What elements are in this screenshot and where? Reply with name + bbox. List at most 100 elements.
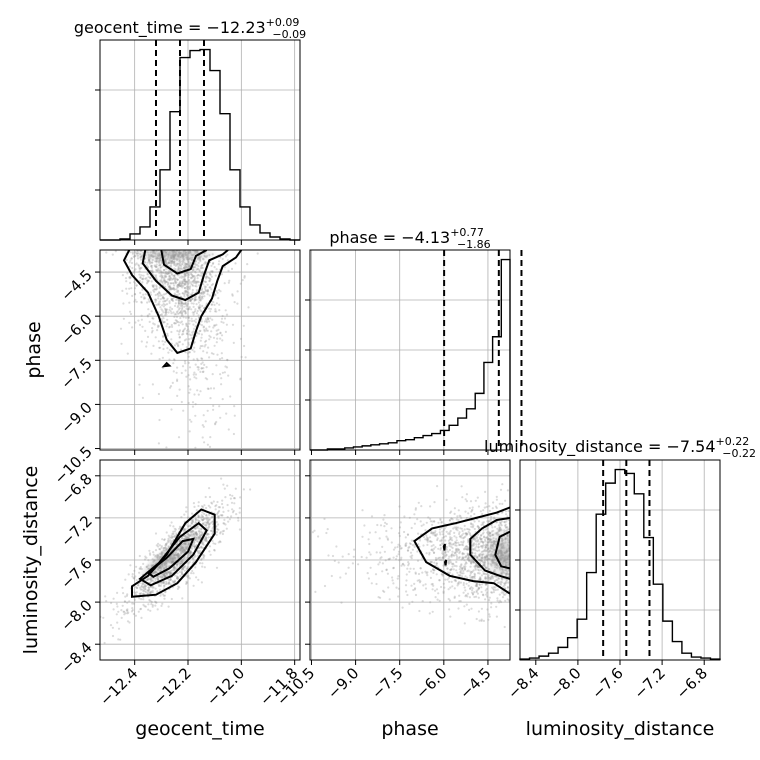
sample-point bbox=[147, 567, 150, 570]
sample-point bbox=[178, 549, 181, 552]
sample-point bbox=[429, 576, 432, 580]
sample-point bbox=[105, 600, 108, 603]
sample-point bbox=[163, 561, 166, 564]
sample-point bbox=[198, 296, 201, 299]
sample-point bbox=[211, 318, 214, 321]
sample-point bbox=[206, 378, 209, 381]
sample-point bbox=[197, 550, 200, 553]
sample-point bbox=[133, 293, 137, 296]
sample-point bbox=[198, 520, 201, 523]
sample-point bbox=[458, 600, 461, 603]
sample-point bbox=[347, 553, 350, 556]
sample-point bbox=[163, 276, 167, 279]
sample-point bbox=[152, 250, 156, 253]
sample-point bbox=[464, 532, 467, 535]
sample-point bbox=[180, 300, 183, 303]
sample-point bbox=[428, 551, 431, 554]
sample-point bbox=[192, 502, 195, 505]
sample-point bbox=[151, 329, 154, 332]
sample-point bbox=[152, 285, 155, 288]
sample-point bbox=[213, 549, 216, 552]
sample-point bbox=[187, 355, 190, 358]
sample-point bbox=[144, 555, 147, 558]
sample-point bbox=[125, 609, 128, 612]
sample-point bbox=[488, 539, 491, 543]
sample-point bbox=[482, 619, 485, 623]
sample-point bbox=[500, 555, 503, 558]
sample-point bbox=[214, 508, 217, 511]
sample-point bbox=[185, 537, 188, 540]
sample-point bbox=[141, 396, 144, 399]
sample-point bbox=[464, 510, 467, 513]
sample-point bbox=[455, 539, 458, 542]
sample-point bbox=[164, 280, 167, 283]
sample-point bbox=[171, 557, 174, 560]
sample-point bbox=[166, 571, 169, 574]
sample-point bbox=[203, 363, 206, 366]
sample-point bbox=[495, 537, 498, 541]
sample-point bbox=[206, 318, 210, 321]
sample-point bbox=[203, 504, 206, 507]
sample-point bbox=[174, 313, 177, 316]
sample-point bbox=[495, 575, 498, 578]
sample-point bbox=[226, 503, 229, 507]
sample-point bbox=[199, 534, 202, 537]
sample-point bbox=[183, 305, 186, 308]
sample-point bbox=[187, 276, 190, 279]
sample-point bbox=[220, 477, 223, 480]
sample-point bbox=[473, 537, 476, 540]
sample-point bbox=[479, 538, 483, 541]
sample-point bbox=[432, 551, 436, 555]
sample-point bbox=[488, 531, 491, 534]
sample-point bbox=[180, 545, 183, 548]
sample-point bbox=[208, 271, 211, 274]
sample-point bbox=[190, 531, 193, 534]
sample-point bbox=[403, 564, 406, 567]
sample-point bbox=[183, 267, 186, 270]
sample-point bbox=[131, 575, 134, 578]
sample-point bbox=[506, 515, 509, 518]
sample-point bbox=[187, 343, 190, 346]
sample-point bbox=[419, 580, 422, 583]
sample-point bbox=[181, 330, 185, 333]
sample-point bbox=[188, 391, 191, 394]
sample-point bbox=[175, 554, 178, 557]
sample-point bbox=[507, 539, 510, 542]
sample-point bbox=[200, 291, 203, 295]
sample-point bbox=[203, 254, 206, 257]
sample-point bbox=[483, 538, 487, 541]
sample-point bbox=[208, 445, 212, 448]
sample-point bbox=[381, 545, 384, 549]
sample-point bbox=[205, 272, 208, 275]
sample-point bbox=[158, 566, 161, 570]
sample-point bbox=[187, 274, 190, 277]
sample-point bbox=[157, 261, 160, 264]
sample-point bbox=[178, 527, 181, 530]
sample-point bbox=[194, 519, 197, 522]
sample-point bbox=[168, 348, 171, 351]
sample-point bbox=[176, 563, 179, 566]
sample-point bbox=[188, 430, 191, 433]
sample-point bbox=[449, 586, 452, 589]
sample-point bbox=[180, 283, 183, 286]
sample-point bbox=[188, 306, 191, 309]
sample-point bbox=[222, 483, 225, 486]
sample-point bbox=[368, 551, 371, 554]
sample-point bbox=[465, 534, 468, 537]
sample-point bbox=[173, 566, 176, 570]
sample-point bbox=[155, 263, 158, 266]
sample-point bbox=[434, 533, 437, 537]
sample-point bbox=[495, 532, 498, 535]
sample-point bbox=[487, 618, 490, 621]
sample-point bbox=[185, 546, 188, 549]
sample-point bbox=[121, 289, 124, 292]
sample-point bbox=[157, 302, 160, 305]
sample-point bbox=[501, 596, 505, 599]
sample-point bbox=[224, 365, 227, 368]
sample-point bbox=[181, 281, 184, 284]
sample-point bbox=[173, 267, 176, 270]
sample-point bbox=[484, 543, 488, 546]
sample-point bbox=[488, 568, 491, 571]
sample-point bbox=[488, 532, 491, 535]
sample-point bbox=[151, 255, 154, 258]
